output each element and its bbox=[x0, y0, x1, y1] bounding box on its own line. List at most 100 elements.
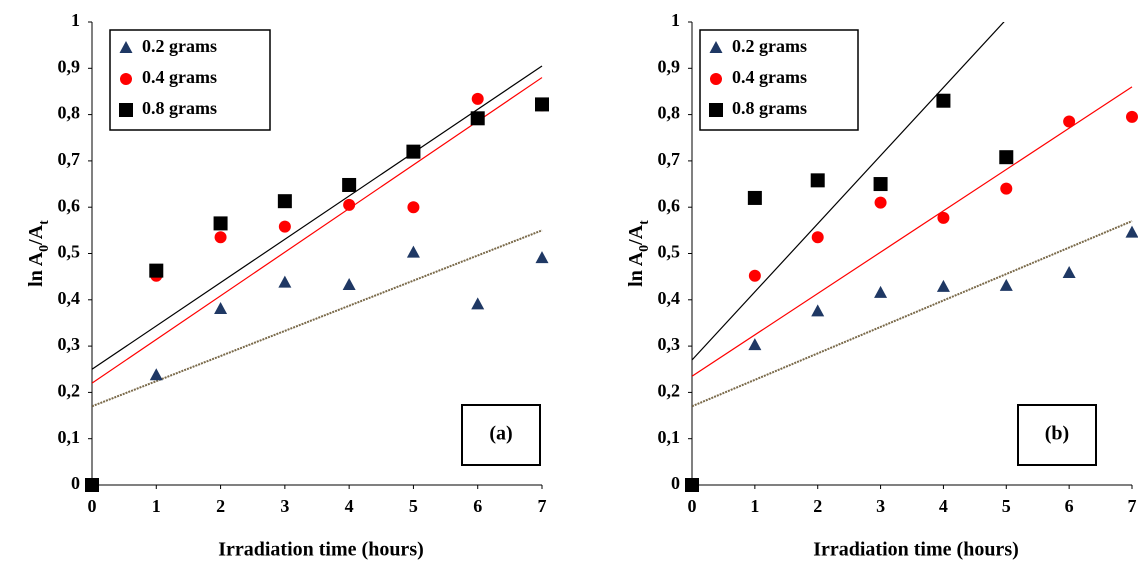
point bbox=[343, 198, 356, 211]
legend-label: 0.8 grams bbox=[142, 98, 217, 118]
point bbox=[277, 194, 292, 209]
legend-marker bbox=[119, 41, 133, 53]
x-tick-label: 3 bbox=[280, 496, 289, 516]
point bbox=[471, 92, 484, 105]
legend-label: 0.8 grams bbox=[732, 98, 807, 118]
point bbox=[1063, 115, 1076, 128]
point bbox=[214, 231, 227, 244]
y-tick-label: 0,8 bbox=[58, 103, 81, 123]
point bbox=[811, 231, 824, 244]
y-tick-label: 1 bbox=[71, 10, 80, 30]
legend-marker bbox=[709, 41, 723, 53]
point bbox=[535, 251, 549, 264]
point bbox=[342, 177, 357, 192]
x-tick-label: 5 bbox=[1002, 496, 1011, 516]
x-tick-label: 5 bbox=[409, 496, 418, 516]
x-tick-label: 2 bbox=[813, 496, 822, 516]
legend-label: 0.4 grams bbox=[142, 67, 217, 87]
legend-label: 0.4 grams bbox=[732, 67, 807, 87]
y-tick-label: 0,1 bbox=[58, 427, 81, 447]
x-tick-label: 7 bbox=[1128, 496, 1137, 516]
point bbox=[936, 279, 950, 292]
legend-box bbox=[699, 29, 859, 131]
y-tick-label: 0,3 bbox=[58, 334, 81, 354]
y-tick-label: 0,4 bbox=[658, 288, 681, 308]
point bbox=[873, 177, 888, 192]
point bbox=[471, 297, 485, 310]
point bbox=[214, 302, 228, 315]
x-tick-label: 4 bbox=[345, 496, 354, 516]
legend-box bbox=[109, 29, 271, 131]
y-axis-label-part: /A bbox=[625, 224, 647, 246]
point bbox=[407, 201, 420, 214]
y-axis-label-part: ln A bbox=[625, 251, 647, 287]
point bbox=[999, 150, 1014, 165]
y-axis-label-part: t bbox=[37, 220, 52, 225]
y-tick-label: 0 bbox=[71, 473, 80, 493]
legend-marker bbox=[119, 103, 133, 117]
y-tick-label: 0,1 bbox=[658, 427, 681, 447]
panel-label-box bbox=[461, 404, 541, 466]
legend-marker bbox=[709, 103, 723, 117]
y-axis-label-part: 0 bbox=[37, 245, 52, 252]
point bbox=[810, 173, 825, 188]
y-tick-label: 0,4 bbox=[58, 288, 81, 308]
point bbox=[149, 263, 164, 278]
point bbox=[747, 190, 762, 205]
panel-label: (a) bbox=[489, 423, 512, 445]
y-axis-label-part: ln A bbox=[25, 251, 47, 287]
y-tick-label: 0 bbox=[671, 473, 680, 493]
x-tick-label: 4 bbox=[939, 496, 948, 516]
y-tick-label: 0,7 bbox=[658, 149, 681, 169]
y-tick-label: 0,6 bbox=[58, 195, 81, 215]
y-axis-label: ln A0/At bbox=[25, 220, 52, 287]
y-tick-label: 0,2 bbox=[58, 381, 81, 401]
point bbox=[1062, 265, 1076, 278]
x-tick-label: 1 bbox=[152, 496, 161, 516]
chart: 0 0,1 0,2 0,3 0,4 0,5 0,6 0,7 0,8 0,9 1 0 1 2 3 4 5 6 7 Irr… bbox=[625, 10, 1138, 561]
y-tick-label: 0,7 bbox=[58, 149, 81, 169]
point bbox=[406, 144, 421, 159]
y-tick-label: 0,5 bbox=[58, 242, 81, 262]
y-tick-label: 0,3 bbox=[658, 334, 681, 354]
x-tick-label: 0 bbox=[688, 496, 697, 516]
x-tick-label: 3 bbox=[876, 496, 885, 516]
point bbox=[874, 285, 888, 298]
point bbox=[936, 93, 951, 108]
point bbox=[213, 216, 228, 231]
point bbox=[278, 220, 291, 233]
panel-label-box bbox=[1017, 404, 1097, 466]
point bbox=[1125, 225, 1138, 238]
x-tick-label: 1 bbox=[750, 496, 759, 516]
trend-line bbox=[92, 229, 543, 408]
panel-label: (b) bbox=[1045, 423, 1069, 445]
y-axis-label-part: /A bbox=[25, 224, 47, 246]
point bbox=[470, 111, 485, 126]
x-tick-label: 6 bbox=[1065, 496, 1074, 516]
point bbox=[278, 275, 292, 288]
x-axis-label: Irradiation time (hours) bbox=[218, 539, 424, 561]
x-tick-label: 0 bbox=[88, 496, 97, 516]
x-tick-label: 7 bbox=[538, 496, 547, 516]
point bbox=[685, 478, 699, 492]
trend-line bbox=[692, 220, 1133, 408]
x-tick-label: 6 bbox=[473, 496, 482, 516]
x-axis-label: Irradiation time (hours) bbox=[813, 539, 1019, 561]
y-tick-label: 0,5 bbox=[658, 242, 681, 262]
trend-line bbox=[92, 65, 543, 370]
point bbox=[149, 368, 163, 381]
y-tick-label: 1 bbox=[671, 10, 680, 30]
trend-line bbox=[692, 86, 1133, 377]
y-tick-label: 0,8 bbox=[658, 103, 681, 123]
y-axis-label-part: t bbox=[637, 220, 652, 225]
point bbox=[85, 478, 99, 492]
point bbox=[1126, 110, 1138, 123]
y-tick-label: 0,9 bbox=[658, 56, 681, 76]
trend-line bbox=[92, 77, 543, 384]
y-tick-label: 0,9 bbox=[58, 56, 81, 76]
point bbox=[406, 245, 420, 258]
point bbox=[342, 277, 356, 290]
chart: 0 0,1 0,2 0,3 0,4 0,5 0,6 0,7 0,8 0,9 1 0 1 2 3 4 5 6 7 Irr… bbox=[25, 10, 549, 561]
